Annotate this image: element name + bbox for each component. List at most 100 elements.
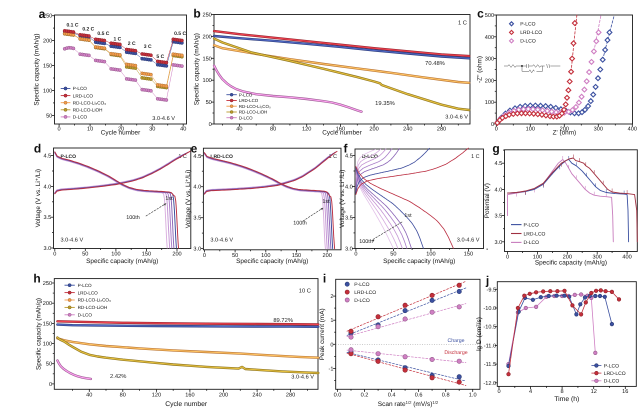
svg-text:16: 16 bbox=[622, 389, 628, 395]
svg-text:200: 200 bbox=[219, 393, 228, 399]
svg-text:3 C: 3 C bbox=[144, 44, 152, 50]
svg-text:160: 160 bbox=[336, 127, 345, 133]
svg-text:-1: -1 bbox=[329, 366, 334, 372]
svg-text:LRD-LCO: LRD-LCO bbox=[78, 290, 99, 295]
svg-text:300: 300 bbox=[485, 57, 494, 63]
svg-text:RD-LCO-Li₂CO₃: RD-LCO-Li₂CO₃ bbox=[73, 100, 106, 105]
svg-text:4.0: 4.0 bbox=[495, 187, 503, 193]
svg-text:D-LCO: D-LCO bbox=[362, 154, 378, 160]
svg-text:RD-LCO-LiOH: RD-LCO-LiOH bbox=[78, 305, 108, 310]
svg-text:200: 200 bbox=[369, 127, 378, 133]
svg-text:20: 20 bbox=[118, 127, 124, 133]
svg-text:Cycle number: Cycle number bbox=[101, 130, 141, 137]
svg-text:5 C: 5 C bbox=[156, 54, 164, 60]
svg-text:100: 100 bbox=[533, 255, 542, 261]
svg-text:100: 100 bbox=[426, 252, 435, 258]
svg-text:P-LCO: P-LCO bbox=[520, 22, 535, 28]
svg-text:-10.0: -10.0 bbox=[483, 306, 496, 312]
svg-text:0.2: 0.2 bbox=[361, 393, 369, 399]
svg-text:200: 200 bbox=[485, 78, 494, 84]
svg-text:400: 400 bbox=[485, 35, 494, 41]
svg-text:-9.5: -9.5 bbox=[486, 287, 496, 293]
svg-text:0: 0 bbox=[330, 342, 333, 348]
svg-text:120: 120 bbox=[152, 393, 161, 399]
svg-text:100: 100 bbox=[111, 252, 120, 258]
svg-text:30: 30 bbox=[149, 127, 155, 133]
svg-text:200: 200 bbox=[560, 127, 569, 133]
svg-text:j: j bbox=[485, 274, 489, 288]
svg-text:3.0-4.6 V: 3.0-4.6 V bbox=[457, 238, 480, 244]
svg-text:4.5: 4.5 bbox=[495, 161, 503, 167]
svg-text:50: 50 bbox=[46, 362, 52, 368]
svg-text:0.0: 0.0 bbox=[334, 393, 342, 399]
svg-text:3.5: 3.5 bbox=[345, 216, 353, 222]
svg-text:3.0-4.6 V: 3.0-4.6 V bbox=[445, 115, 468, 121]
svg-text:Charge: Charge bbox=[447, 338, 464, 344]
svg-text:LRD-LCO: LRD-LCO bbox=[520, 30, 542, 36]
svg-text:1: 1 bbox=[330, 318, 333, 324]
svg-text:P-LCO: P-LCO bbox=[239, 92, 253, 97]
svg-text:a: a bbox=[39, 7, 46, 21]
svg-text:200: 200 bbox=[323, 253, 332, 259]
svg-text:3.0-4.6 V: 3.0-4.6 V bbox=[210, 238, 233, 244]
svg-text:120: 120 bbox=[302, 127, 311, 133]
svg-text:3.0: 3.0 bbox=[495, 240, 503, 246]
svg-text:250: 250 bbox=[43, 14, 52, 20]
svg-text:2: 2 bbox=[330, 294, 333, 300]
svg-text:100: 100 bbox=[43, 89, 52, 95]
svg-text:D-LCO: D-LCO bbox=[520, 39, 536, 45]
svg-text:80: 80 bbox=[270, 127, 276, 133]
svg-text:-11.0: -11.0 bbox=[484, 343, 496, 349]
svg-text:Potential (V): Potential (V) bbox=[484, 183, 491, 218]
svg-text:12: 12 bbox=[591, 389, 597, 395]
svg-text:400: 400 bbox=[628, 127, 637, 133]
svg-text:1 C: 1 C bbox=[458, 20, 467, 27]
svg-text:P-LCO: P-LCO bbox=[604, 363, 619, 369]
svg-text:LRD-LCO: LRD-LCO bbox=[524, 231, 546, 237]
svg-text:3.0: 3.0 bbox=[44, 246, 52, 252]
svg-text:240: 240 bbox=[403, 127, 412, 133]
svg-text:1st: 1st bbox=[404, 213, 412, 219]
svg-text:h: h bbox=[33, 272, 40, 286]
svg-text:e: e bbox=[191, 142, 198, 156]
svg-text:LRD-LCO: LRD-LCO bbox=[73, 93, 94, 98]
svg-text:Peak current (mA): Peak current (mA) bbox=[319, 308, 326, 360]
svg-text:4: 4 bbox=[529, 389, 532, 395]
svg-text:100th: 100th bbox=[293, 221, 307, 227]
svg-text:0.6: 0.6 bbox=[415, 393, 423, 399]
svg-text:400: 400 bbox=[622, 255, 631, 261]
svg-text:Voltage (V vs. Li⁺/Li): Voltage (V vs. Li⁺/Li) bbox=[185, 170, 192, 228]
svg-text:3.5: 3.5 bbox=[495, 214, 503, 220]
svg-text:D-LCO: D-LCO bbox=[73, 115, 88, 120]
svg-text:150: 150 bbox=[142, 252, 151, 258]
svg-text:150: 150 bbox=[43, 64, 52, 70]
svg-text:D-LCO: D-LCO bbox=[239, 115, 253, 120]
svg-text:160: 160 bbox=[185, 393, 194, 399]
svg-text:10: 10 bbox=[87, 127, 93, 133]
svg-text:-12.0: -12.0 bbox=[483, 381, 496, 387]
svg-text:LRD-LCO: LRD-LCO bbox=[210, 154, 233, 160]
svg-text:Time (h): Time (h) bbox=[554, 396, 579, 403]
svg-text:250: 250 bbox=[43, 281, 52, 287]
svg-text:8: 8 bbox=[561, 389, 564, 395]
svg-text:Specific capacity (mAh/g): Specific capacity (mAh/g) bbox=[36, 298, 43, 370]
svg-text:200: 200 bbox=[202, 34, 211, 40]
svg-text:0: 0 bbox=[203, 253, 206, 259]
svg-text:RD-LCO-Li₂CO₃: RD-LCO-Li₂CO₃ bbox=[78, 298, 111, 303]
svg-text:i: i bbox=[323, 272, 326, 286]
svg-text:200: 200 bbox=[43, 39, 52, 45]
svg-text:Specific capacity (mAh/g): Specific capacity (mAh/g) bbox=[535, 260, 607, 267]
svg-text:1st: 1st bbox=[322, 199, 330, 205]
svg-text:Cycle number: Cycle number bbox=[322, 130, 362, 137]
svg-text:100: 100 bbox=[261, 253, 270, 259]
svg-text:-10.5: -10.5 bbox=[483, 325, 496, 331]
svg-text:3.0: 3.0 bbox=[193, 247, 201, 253]
svg-text:Cycle number: Cycle number bbox=[165, 401, 208, 408]
svg-text:3.0-4.6 V: 3.0-4.6 V bbox=[152, 116, 175, 122]
svg-text:4.5: 4.5 bbox=[193, 154, 201, 160]
svg-text:280: 280 bbox=[286, 393, 295, 399]
svg-text:2.42%: 2.42% bbox=[110, 373, 126, 380]
svg-text:P-LCO: P-LCO bbox=[61, 154, 77, 160]
svg-text:LRD-LCO: LRD-LCO bbox=[239, 98, 259, 103]
svg-text:150: 150 bbox=[202, 56, 211, 62]
